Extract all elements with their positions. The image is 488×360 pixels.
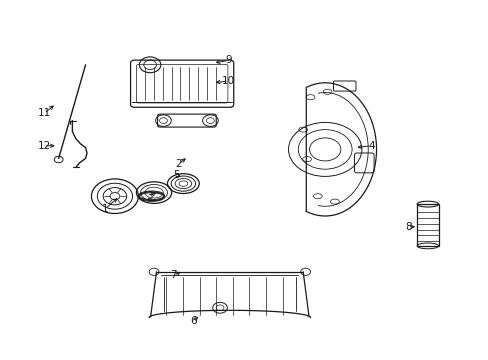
Text: 3: 3 <box>145 191 152 201</box>
Text: 2: 2 <box>175 159 182 169</box>
Text: 9: 9 <box>225 55 232 66</box>
Text: 1: 1 <box>102 204 108 214</box>
Text: 4: 4 <box>367 141 374 151</box>
Bar <box>416 204 438 246</box>
Text: 7: 7 <box>170 270 177 280</box>
Text: 11: 11 <box>37 108 51 118</box>
Text: 6: 6 <box>189 316 196 326</box>
Text: 10: 10 <box>222 76 235 86</box>
Text: 5: 5 <box>172 170 179 180</box>
Text: 8: 8 <box>404 222 411 232</box>
Text: 12: 12 <box>37 141 51 151</box>
